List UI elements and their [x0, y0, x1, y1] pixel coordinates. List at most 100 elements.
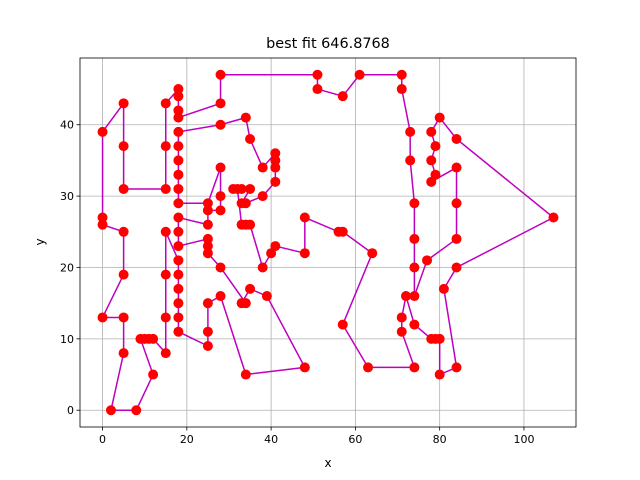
- x-tick-label: 40: [264, 433, 278, 446]
- city-marker: [430, 169, 441, 180]
- city-marker: [105, 405, 116, 416]
- city-marker: [405, 126, 416, 137]
- city-marker: [173, 169, 184, 180]
- city-marker: [173, 312, 184, 323]
- city-marker: [160, 226, 171, 237]
- city-marker: [354, 69, 365, 80]
- city-marker: [215, 191, 226, 202]
- city-marker: [118, 98, 129, 109]
- city-marker: [409, 291, 420, 302]
- city-marker: [118, 141, 129, 152]
- city-marker: [215, 119, 226, 130]
- x-axis-label: x: [324, 456, 331, 470]
- city-marker: [270, 148, 281, 159]
- axes-frame: [79, 57, 577, 428]
- city-marker: [97, 312, 108, 323]
- city-marker: [118, 312, 129, 323]
- city-marker: [148, 369, 159, 380]
- city-marker: [160, 312, 171, 323]
- city-marker: [173, 212, 184, 223]
- city-marker: [312, 84, 323, 95]
- city-marker: [160, 269, 171, 280]
- city-marker: [173, 298, 184, 309]
- city-marker: [173, 255, 184, 266]
- city-marker: [261, 291, 272, 302]
- city-marker: [245, 134, 256, 145]
- city-marker: [548, 212, 559, 223]
- city-marker: [173, 269, 184, 280]
- city-marker: [434, 369, 445, 380]
- city-marker: [215, 205, 226, 216]
- city-marker: [236, 298, 247, 309]
- city-marker: [396, 312, 407, 323]
- city-marker: [97, 212, 108, 223]
- city-marker: [451, 233, 462, 244]
- city-marker: [257, 162, 268, 173]
- city-marker: [245, 183, 256, 194]
- city-marker: [118, 348, 129, 359]
- city-marker: [409, 198, 420, 209]
- city-marker: [173, 326, 184, 337]
- city-marker: [245, 283, 256, 294]
- city-marker: [97, 126, 108, 137]
- city-marker: [400, 291, 411, 302]
- city-marker: [434, 112, 445, 123]
- city-marker: [451, 262, 462, 273]
- city-marker: [257, 191, 268, 202]
- city-marker: [405, 155, 416, 166]
- city-marker: [396, 69, 407, 80]
- city-marker: [202, 198, 213, 209]
- city-marker: [266, 248, 277, 259]
- city-marker: [160, 98, 171, 109]
- city-marker: [240, 198, 251, 209]
- city-marker: [228, 183, 239, 194]
- y-tick-label: 20: [60, 261, 74, 274]
- city-marker: [118, 269, 129, 280]
- city-marker: [363, 362, 374, 373]
- city-marker: [451, 362, 462, 373]
- city-marker: [202, 219, 213, 230]
- x-tick-label: 60: [348, 433, 362, 446]
- city-marker: [173, 241, 184, 252]
- city-marker: [173, 91, 184, 102]
- y-tick-label: 30: [60, 190, 74, 203]
- city-marker: [173, 226, 184, 237]
- y-tick-label: 10: [60, 333, 74, 346]
- city-marker: [240, 369, 251, 380]
- x-tick-label: 20: [180, 433, 194, 446]
- city-marker: [135, 333, 146, 344]
- city-marker: [270, 162, 281, 173]
- city-marker: [97, 219, 108, 230]
- city-marker: [173, 183, 184, 194]
- city-marker: [131, 405, 142, 416]
- city-marker: [409, 233, 420, 244]
- city-marker: [240, 112, 251, 123]
- city-marker: [426, 126, 437, 137]
- city-marker: [118, 226, 129, 237]
- city-marker: [173, 105, 184, 116]
- city-marker: [426, 155, 437, 166]
- city-marker: [202, 340, 213, 351]
- chart-title: best fit 646.8768: [266, 36, 390, 52]
- city-marker: [202, 298, 213, 309]
- city-marker: [118, 183, 129, 194]
- city-marker: [173, 283, 184, 294]
- city-marker: [396, 326, 407, 337]
- city-marker: [451, 198, 462, 209]
- city-marker: [202, 205, 213, 216]
- city-marker: [409, 262, 420, 273]
- city-marker: [299, 248, 310, 259]
- city-marker: [215, 98, 226, 109]
- city-marker: [173, 112, 184, 123]
- city-marker: [202, 326, 213, 337]
- city-marker: [236, 219, 247, 230]
- city-marker: [426, 333, 437, 344]
- city-marker: [173, 155, 184, 166]
- x-tick-label: 100: [513, 433, 534, 446]
- city-marker: [367, 248, 378, 259]
- city-marker: [270, 155, 281, 166]
- city-marker: [409, 362, 420, 373]
- city-marker: [257, 262, 268, 273]
- city-marker: [422, 255, 433, 266]
